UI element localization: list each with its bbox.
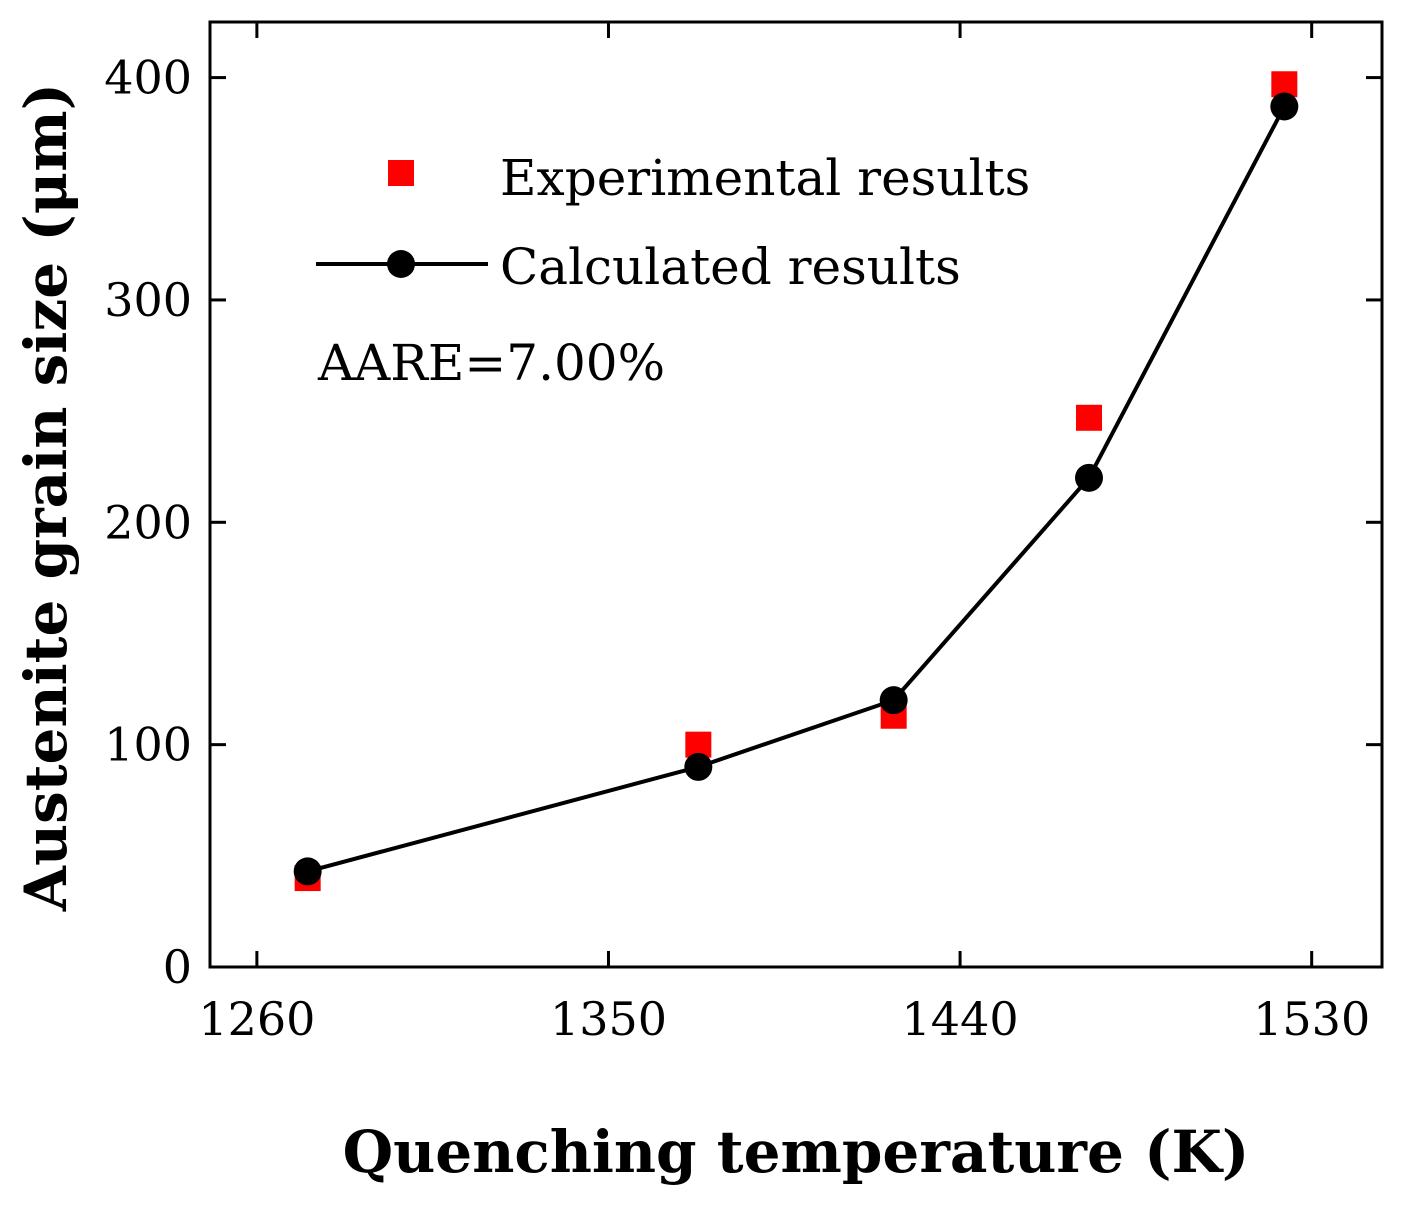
y-axis-ticks — [210, 76, 1382, 969]
y-axis-title: Austenite grain size (μm) — [12, 83, 80, 912]
y-axis-tick-labels: 0 100 200 300 400 — [104, 51, 192, 994]
y-tick-label-100: 100 — [104, 718, 192, 772]
experimental-series — [293, 71, 1299, 892]
x-tick-label-1530: 1530 — [1253, 992, 1370, 1046]
calculated-series — [307, 105, 1287, 874]
calculated-point-2 — [879, 686, 908, 715]
x-axis-ticks — [255, 22, 1314, 967]
y-tick-label-400: 400 — [104, 51, 192, 105]
experimental-point-3 — [1076, 404, 1102, 431]
y-tick-label-200: 200 — [104, 495, 192, 549]
aare-annotation: AARE=7.00% — [317, 334, 665, 392]
legend: Experimental results Calculated results — [316, 149, 1030, 296]
y-tick-label-0: 0 — [163, 940, 192, 994]
x-tick-label-1350: 1350 — [550, 992, 667, 1046]
calculated-line — [307, 105, 1287, 874]
x-axis-tick-labels: 1260 1350 1440 1530 — [198, 992, 1370, 1046]
x-axis-title: Quenching temperature (K) — [343, 1118, 1250, 1186]
x-tick-label-1440: 1440 — [902, 992, 1019, 1046]
plot-frame — [208, 20, 1384, 969]
legend-marker-calculated — [387, 250, 415, 278]
calculated-point-1 — [684, 752, 713, 781]
legend-label-experimental: Experimental results — [500, 149, 1030, 207]
calculated-point-4 — [1270, 92, 1299, 121]
x-tick-label-1260: 1260 — [198, 992, 315, 1046]
calculated-point-3 — [1075, 463, 1103, 492]
calculated-point-0 — [293, 857, 322, 886]
y-tick-label-300: 300 — [104, 273, 192, 327]
legend-marker-experimental — [388, 160, 414, 186]
legend-label-calculated: Calculated results — [500, 238, 961, 296]
